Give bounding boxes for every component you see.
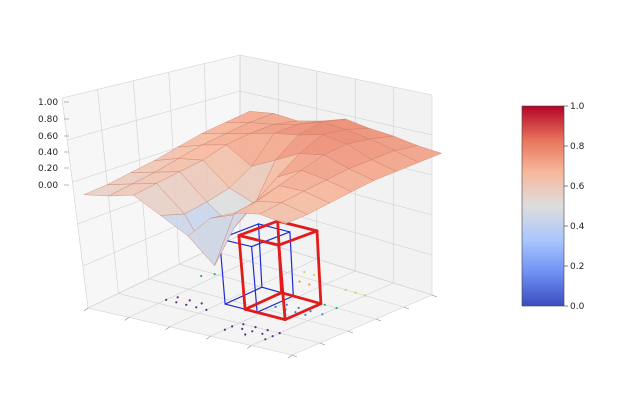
scatter-point [271,335,274,338]
x-tick [165,326,170,331]
x-tick [287,354,293,359]
box-edge [243,291,283,311]
scatter-point [205,308,208,311]
scatter-point [176,296,179,299]
z-tick-label: 0.40 [38,148,58,158]
y-tick [347,330,354,334]
colorbar-tick-label: 0.0 [570,302,585,312]
scatter-point [200,274,203,278]
y-tick [431,294,438,298]
z-tick-label: 0.00 [38,181,58,191]
scatter-point [304,313,307,316]
grid-line [87,307,293,356]
scatter-point [213,273,216,276]
scatter-point [308,283,311,286]
box-edge [251,231,291,248]
x-tick [247,345,252,349]
z-axis-ticks: 0.00 0.20 0.40 0.60 0.80 1.00 [38,98,69,191]
grid-line [239,90,433,136]
scatter-point [303,271,306,274]
y-tick [291,354,298,358]
scatter-point [251,330,254,333]
scatter-point [285,303,288,306]
box-edge [237,234,247,311]
scatter-point [274,305,277,308]
scatter-point [364,294,367,297]
grid-line [61,97,89,309]
z-tick-label: 1.00 [38,98,58,108]
grid-line [118,293,321,344]
scatter-point [309,310,312,313]
scatter-point [298,280,301,283]
grid-line [239,54,433,96]
surface-mesh [83,111,443,267]
box-edge [256,295,294,313]
scatter-point [297,306,300,309]
grid-line [61,54,241,99]
scatter-point [188,299,191,302]
surface-patch [259,202,308,225]
y-tick [375,318,382,322]
colorbar-tick-label: 0.8 [570,142,585,152]
scatter-point [200,302,203,305]
grid-line [67,90,241,141]
box-edge [280,291,323,306]
scatter-point [313,273,316,277]
grid-line [128,246,279,318]
box-edge [276,219,283,295]
y-tick [403,306,410,310]
scatter-point [241,327,244,330]
scatter-point [261,332,264,335]
colorbar: 0.0 0.2 0.4 0.6 0.8 1.0 [521,102,585,312]
scatter-point [244,333,247,336]
grid-line [148,278,349,332]
grid-line [291,294,433,356]
scatter-point [354,291,357,294]
scatter-point [165,298,168,301]
bounding-boxes [219,219,323,322]
colorbar-gradient [521,105,565,307]
scatter-point [344,288,347,291]
colorbar-tick-label: 0.2 [570,262,584,272]
scatter-point [264,338,267,341]
colorbar-ticks: 0.0 0.2 0.4 0.6 0.8 1.0 [564,102,585,312]
box-edge [237,219,280,237]
scatter-point [321,313,324,316]
scatter-point [323,303,326,306]
y-tick [319,342,326,346]
scatter-point [231,325,234,328]
x-tick [206,335,211,340]
grid-line [239,234,433,296]
z-tick-label: 0.20 [38,164,58,174]
scatter-point [185,303,188,306]
box-edge [315,229,323,306]
box-edge [289,231,294,297]
scatter-point [278,332,281,335]
scatter-point [223,328,226,331]
box-edge [237,234,281,247]
scatter-point [294,311,297,314]
box-edge [283,302,323,322]
scatter-point [242,323,245,326]
x-tick [124,317,129,321]
box-edge [243,307,287,322]
colorbar-tick-label: 0.6 [570,182,585,192]
colorbar-tick-label: 1.0 [570,102,585,112]
box-edge [277,229,319,247]
scatter-point [266,329,269,332]
colorbar-tick-label: 0.4 [570,222,585,232]
scatter-point [335,306,338,310]
scatter-point [175,301,178,304]
z-tick-label: 0.60 [38,132,58,142]
scatter-point [195,306,198,309]
scatter-point [254,326,257,329]
x-tick [83,307,89,312]
box-edge [257,223,263,288]
z-tick-label: 0.80 [38,115,58,125]
box-edge [251,246,258,313]
